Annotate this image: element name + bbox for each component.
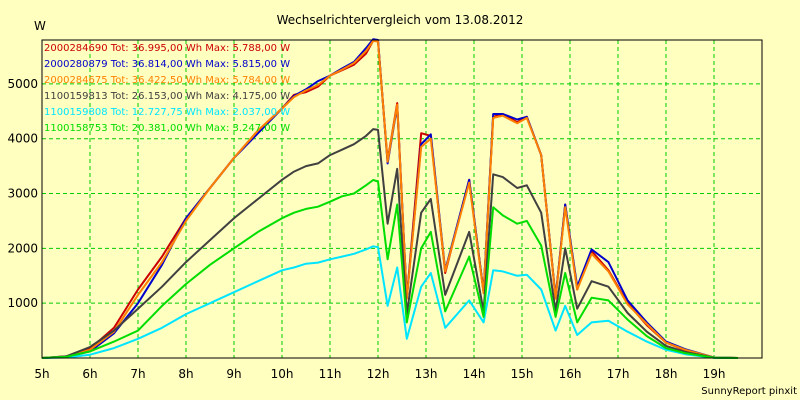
- legend: 2000284690 Tot: 36.995,00 Wh Max: 5.788,…: [44, 43, 290, 134]
- x-tick-label: 14h: [463, 367, 486, 381]
- x-axis-ticks: 5h 6h 7h 8h 9h 10h 11h 12h 13h 14h 15h 16h 17h 18h 19h: [34, 367, 725, 381]
- x-tick-label: 19h: [703, 367, 726, 381]
- x-tick-label: 13h: [415, 367, 438, 381]
- legend-entry-2000284690: 2000284690 Tot: 36.995,00 Wh Max: 5.788,…: [44, 43, 290, 54]
- footer-credit: SunnyReport pinxit: [701, 386, 797, 397]
- y-tick-label: 4000: [7, 132, 38, 146]
- series-line-1100158753: [41, 179, 739, 359]
- series-line-1100159813: [41, 128, 739, 359]
- x-tick-label: 11h: [319, 367, 342, 381]
- x-tick-label: 12h: [367, 367, 390, 381]
- plot-area: [41, 38, 763, 359]
- y-axis-ticks: 1000 2000 3000 4000 5000: [7, 77, 38, 310]
- x-tick-label: 5h: [34, 367, 49, 381]
- x-tick-label: 15h: [511, 367, 534, 381]
- x-tick-label: 16h: [559, 367, 582, 381]
- legend-entry-1100159808: 1100159808 Tot: 12.727,75 Wh Max: 2.037,…: [44, 107, 290, 118]
- chart-title: Wechselrichtervergleich vom 13.08.2012: [277, 13, 524, 27]
- y-tick-label: 2000: [7, 241, 38, 255]
- legend-entry-2000284675: 2000284675 Tot: 36.422,50 Wh Max: 5.784,…: [44, 75, 290, 86]
- plot-frame: [41, 39, 763, 359]
- x-tick-label: 10h: [271, 367, 294, 381]
- x-tick-label: 7h: [130, 367, 145, 381]
- legend-entry-1100159813: 1100159813 Tot: 26.153,00 Wh Max: 4.175,…: [44, 91, 290, 102]
- x-tick-label: 17h: [607, 367, 630, 381]
- x-tick-label: 9h: [226, 367, 241, 381]
- series-line-2000284675: [41, 39, 739, 359]
- legend-entry-1100158753: 1100158753 Tot: 20.381,00 Wh Max: 3.247,…: [44, 123, 290, 134]
- legend-entry-2000280879: 2000280879 Tot: 36.814,00 Wh Max: 5.815,…: [44, 59, 290, 70]
- series-lines: [41, 38, 739, 359]
- y-tick-label: 5000: [7, 77, 38, 91]
- x-tick-label: 18h: [655, 367, 678, 381]
- x-tick-label: 6h: [82, 367, 97, 381]
- y-tick-label: 3000: [7, 187, 38, 201]
- series-line-1100159808: [41, 245, 739, 359]
- y-tick-label: 1000: [7, 296, 38, 310]
- y-axis-unit-label: W: [34, 19, 46, 33]
- x-tick-label: 8h: [178, 367, 193, 381]
